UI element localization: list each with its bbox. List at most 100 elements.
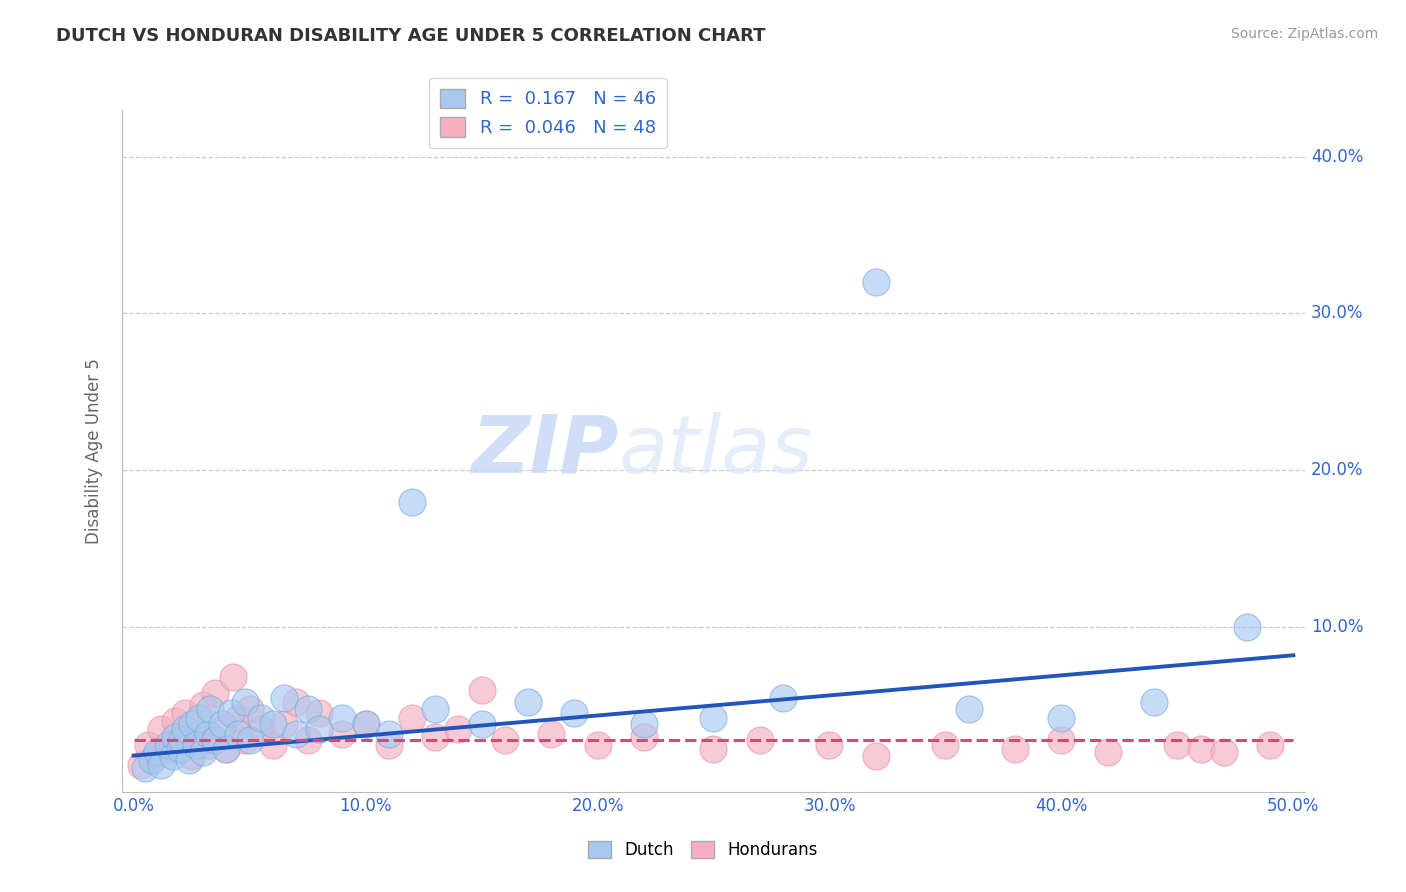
Point [239,733,262,747]
Point [934,738,956,752]
Point [173,722,195,736]
Point [198,701,221,715]
Point [165,714,187,728]
Point [1050,733,1073,747]
Point [1258,738,1281,752]
Point [425,730,447,744]
Point [378,727,401,741]
Point [204,686,226,700]
Point [179,753,201,767]
Point [297,701,319,715]
Text: DUTCH VS HONDURAN DISABILITY AGE UNDER 5 CORRELATION CHART: DUTCH VS HONDURAN DISABILITY AGE UNDER 5… [56,27,766,45]
Point [146,746,169,760]
Point [250,722,273,736]
Point [494,733,516,747]
Point [233,695,256,709]
Point [1143,695,1166,709]
Text: 40.0%: 40.0% [1310,148,1364,166]
Point [211,717,233,731]
Point [378,738,401,752]
Point [157,738,180,752]
Text: ZIP: ZIP [471,412,619,490]
Point [586,738,609,752]
Point [332,727,354,741]
Point [332,711,354,725]
Point [186,738,208,752]
Legend: R =  0.167   N = 46, R =  0.046   N = 48: R = 0.167 N = 46, R = 0.046 N = 48 [429,78,666,148]
Point [180,748,202,763]
Point [134,761,156,775]
Point [401,494,423,508]
Point [239,701,262,715]
Point [957,701,980,715]
Text: 30.0%: 30.0% [1310,304,1364,323]
Legend: Dutch, Hondurans: Dutch, Hondurans [582,834,824,866]
Point [262,717,284,731]
Point [540,727,562,741]
Point [197,738,219,752]
Point [1050,711,1073,725]
Point [308,706,330,721]
Point [470,717,492,731]
Point [187,711,209,725]
Point [818,738,841,752]
Point [308,722,330,736]
Point [215,742,238,756]
Point [865,275,887,289]
Point [865,748,887,763]
Point [173,706,195,721]
Point [172,733,194,747]
Point [169,733,191,747]
Point [273,690,295,705]
Point [633,730,655,744]
Point [262,738,284,752]
Point [222,670,245,684]
Point [1166,738,1188,752]
Point [143,748,166,763]
Point [157,742,180,756]
Point [562,706,585,721]
Point [162,748,184,763]
Point [165,730,187,744]
Point [633,717,655,731]
Point [748,733,770,747]
Text: 10.0%: 10.0% [1310,618,1364,636]
Point [1212,746,1234,760]
Point [141,753,163,767]
Point [702,742,724,756]
Point [169,742,191,756]
Point [219,706,242,721]
Text: atlas: atlas [619,412,814,490]
Point [354,717,377,731]
Text: 20.0%: 20.0% [1310,461,1364,479]
Point [204,733,226,747]
Point [285,727,308,741]
Point [193,746,215,760]
Point [215,742,238,756]
Point [1189,742,1212,756]
Point [425,701,447,715]
Point [197,727,219,741]
Point [772,690,794,705]
Point [150,758,173,772]
Point [1236,620,1258,634]
Point [233,733,256,747]
Point [226,727,249,741]
Point [180,717,202,731]
Point [129,758,152,772]
Text: Source: ZipAtlas.com: Source: ZipAtlas.com [1230,27,1378,41]
Point [285,695,308,709]
Point [1004,742,1026,756]
Point [150,722,173,736]
Point [702,711,724,725]
Point [297,733,319,747]
Point [447,722,470,736]
Point [1097,746,1119,760]
Point [516,695,538,709]
Point [354,717,377,731]
Point [401,711,423,725]
Point [136,738,159,752]
Point [250,711,273,725]
Point [470,682,492,697]
Point [211,722,233,736]
